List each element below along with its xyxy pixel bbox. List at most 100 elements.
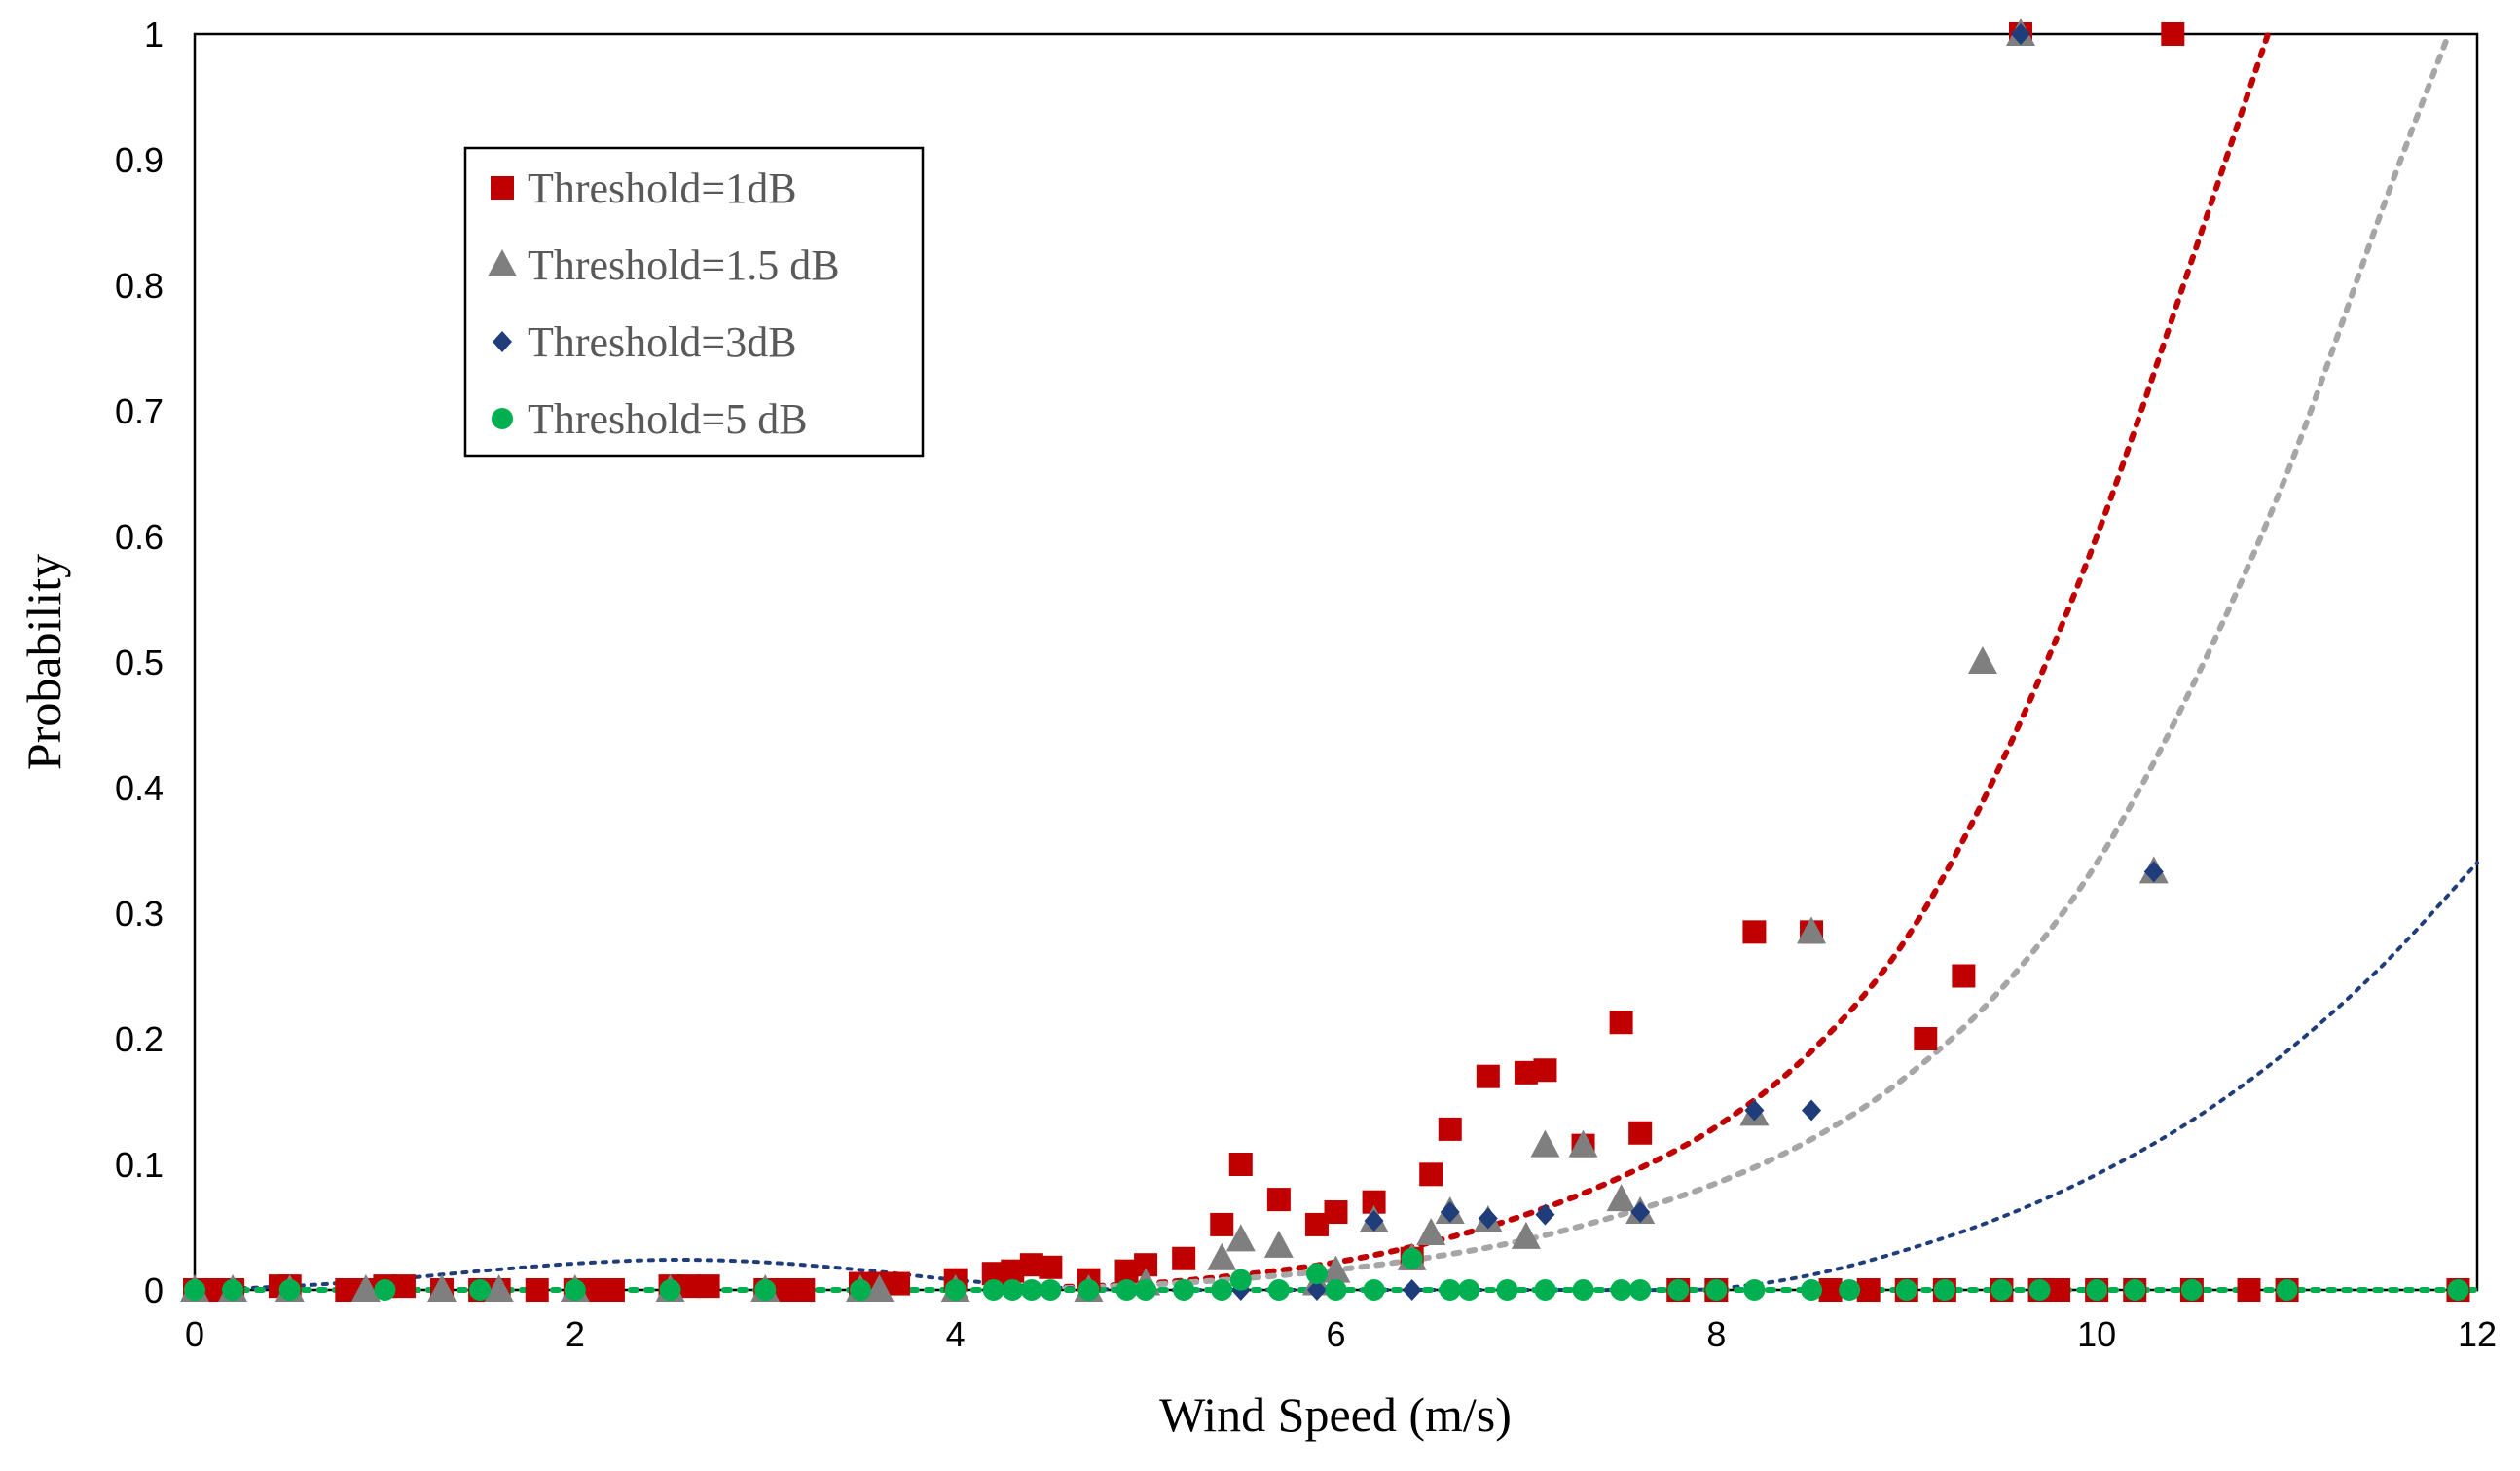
y-axis-ticks: 0 0.1 0.2 0.3 0.4 0.5 0.6 0.7 0.8 0.9 1 [115,15,164,1310]
data-point-series-2 [2143,861,2164,883]
data-point-series-3 [222,1279,244,1301]
data-point-series-3 [1077,1279,1100,1301]
data-point-series-0 [696,1274,720,1299]
y-tick-label: 0.8 [115,266,164,306]
data-point-series-3 [1496,1279,1518,1301]
data-point-series-3 [278,1279,301,1301]
y-tick-label: 0.7 [115,391,164,431]
data-point-series-2 [1364,1210,1384,1232]
x-tick-label: 8 [1706,1314,1726,1354]
x-tick-label: 2 [566,1314,585,1354]
data-point-series-1 [1416,1217,1446,1245]
data-point-series-3 [1115,1279,1138,1301]
data-point-series-3 [754,1279,777,1301]
data-point-series-2 [2011,23,2030,45]
y-tick-label: 0.6 [115,517,164,557]
data-point-series-3 [1211,1279,1233,1301]
data-point-series-3 [1325,1279,1347,1301]
y-tick-label: 0.2 [115,1019,164,1059]
data-point-series-0 [2047,1278,2071,1302]
data-point-series-3 [944,1279,967,1301]
data-point-series-3 [1572,1279,1594,1301]
x-tick-label: 6 [1326,1314,1345,1354]
data-point-series-3 [849,1279,871,1301]
legend-marker-0 [491,176,514,200]
trendline-0 [1047,31,2272,1291]
y-tick-label: 0.1 [115,1145,164,1185]
y-tick-label: 0.3 [115,894,164,934]
data-point-series-3 [2028,1279,2051,1301]
data-point-series-2 [1478,1207,1498,1230]
data-point-series-3 [1229,1269,1252,1291]
data-point-series-0 [1818,1278,1843,1302]
data-point-series-2 [1402,1279,1422,1301]
x-axis-ticks: 0 2 4 6 8 10 12 [185,1314,2497,1354]
data-point-series-3 [1020,1279,1042,1301]
data-point-series-3 [1839,1279,1861,1301]
data-point-series-0 [1952,964,1976,988]
data-point-series-0 [1266,1188,1291,1212]
legend-box [463,146,925,458]
data-point-series-0 [1533,1058,1557,1083]
data-point-series-0 [1228,1153,1253,1176]
data-point-series-3 [1801,1279,1823,1301]
y-axis-title: Probability [17,554,71,770]
legend-marker-1 [488,249,517,276]
data-point-series-1 [1225,1224,1256,1252]
data-point-series-3 [1305,1263,1328,1285]
data-point-series-1 [1797,916,1827,944]
data-point-series-0 [887,1271,911,1296]
data-point-series-0 [391,1274,416,1299]
y-tick-label: 0.4 [115,768,164,808]
data-point-series-3 [184,1279,205,1301]
data-point-series-2 [1630,1201,1651,1224]
data-point-series-0 [1476,1064,1500,1088]
x-tick-label: 4 [946,1314,966,1354]
data-point-series-0 [1210,1212,1234,1236]
legend-label-2: Threshold=3dB [528,318,797,366]
data-point-series-3 [982,1279,1004,1301]
x-tick-label: 0 [185,1314,204,1354]
data-point-series-1 [1321,1255,1351,1283]
y-tick-label: 0.5 [115,643,164,682]
data-point-series-3 [374,1279,396,1301]
data-point-series-2 [1802,1099,1822,1122]
data-point-series-3 [1895,1279,1917,1301]
data-point-series-1 [1207,1242,1237,1270]
data-point-series-2 [1535,1203,1555,1226]
data-point-series-3 [1610,1279,1632,1301]
data-point-series-0 [601,1278,625,1302]
data-point-series-0 [1856,1278,1881,1302]
data-point-series-0 [1324,1200,1348,1225]
data-point-series-1 [1568,1129,1598,1158]
data-point-series-3 [2447,1279,2469,1301]
y-tick-label: 0 [144,1270,164,1310]
data-point-series-0 [1742,920,1767,944]
data-point-series-0 [1438,1117,1462,1141]
data-point-series-2 [1744,1099,1765,1122]
data-point-series-0 [525,1278,549,1302]
data-point-series-2 [1440,1201,1460,1224]
data-point-series-1 [1606,1184,1636,1212]
x-tick-label: 10 [2077,1314,2116,1354]
data-point-series-1 [1967,646,1997,674]
marker-layer [180,18,2470,1302]
data-point-series-3 [1990,1279,2013,1301]
data-point-series-3 [1267,1279,1290,1301]
data-point-series-1 [427,1274,457,1302]
data-point-series-3 [564,1279,586,1301]
data-point-series-3 [1743,1279,1766,1301]
data-point-series-0 [1039,1255,1063,1279]
data-point-series-3 [1667,1279,1690,1301]
data-point-series-0 [1419,1162,1443,1187]
data-point-series-3 [2276,1279,2298,1301]
legend-marker-2 [493,331,512,352]
data-point-series-3 [2180,1279,2203,1301]
data-point-series-3 [469,1279,492,1301]
data-point-series-3 [1135,1279,1157,1301]
x-tick-label: 12 [2458,1314,2497,1354]
data-point-series-3 [1401,1247,1423,1269]
data-point-series-2 [1306,1279,1327,1301]
legend-marker-3 [492,408,513,429]
data-point-series-0 [2237,1278,2261,1302]
